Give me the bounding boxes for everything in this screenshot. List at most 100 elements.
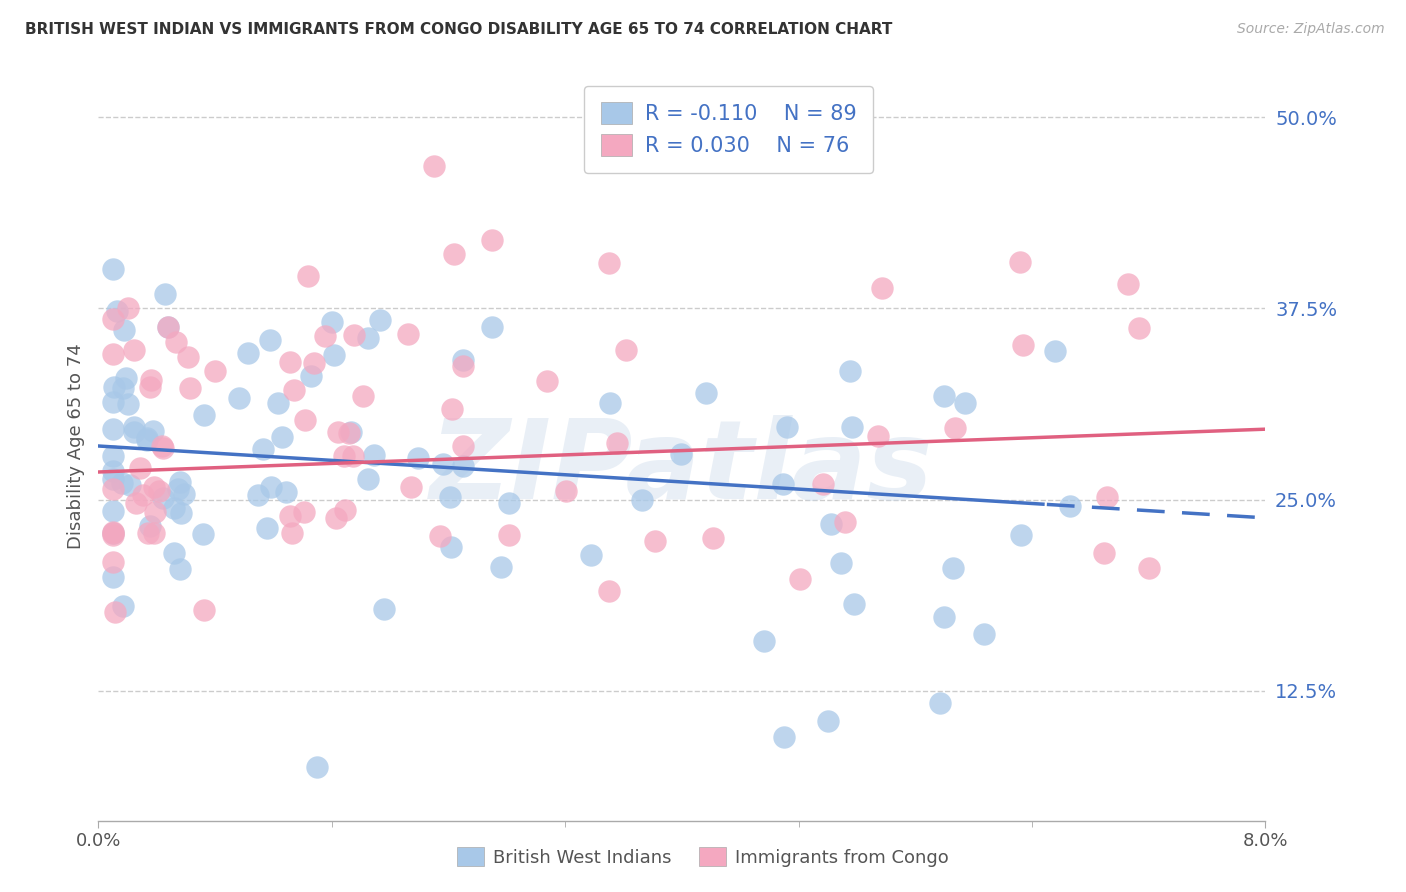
Point <box>1137 561 1160 575</box>
Point <box>439 490 461 504</box>
Point <box>491 559 513 574</box>
Point <box>101 464 124 478</box>
Point <box>101 525 124 540</box>
Point <box>153 287 176 301</box>
Point <box>307 760 329 774</box>
Point <box>124 419 146 434</box>
Point <box>122 425 145 439</box>
Point <box>631 493 654 508</box>
Point <box>103 380 125 394</box>
Point <box>322 348 344 362</box>
Point <box>101 528 124 542</box>
Point <box>111 381 134 395</box>
Point <box>150 439 173 453</box>
Point <box>498 496 520 510</box>
Point <box>101 421 124 435</box>
Point <box>337 425 360 440</box>
Point <box>606 436 628 450</box>
Point <box>101 312 124 326</box>
Point <box>193 603 215 617</box>
Point <box>111 599 134 613</box>
Point <box>321 315 343 329</box>
Point <box>932 389 955 403</box>
Point <box>866 429 889 443</box>
Point <box>498 527 520 541</box>
Point <box>1043 344 1066 359</box>
Point <box>441 402 464 417</box>
Point <box>122 343 145 358</box>
Point <box>328 425 350 440</box>
Point <box>841 420 863 434</box>
Point <box>342 450 364 464</box>
Point <box>246 488 269 502</box>
Point <box>292 504 315 518</box>
Point <box>163 500 186 515</box>
Point <box>177 350 200 364</box>
Point <box>579 549 602 563</box>
Point <box>333 449 356 463</box>
Point <box>101 472 124 486</box>
Text: Source: ZipAtlas.com: Source: ZipAtlas.com <box>1237 22 1385 37</box>
Point <box>167 482 190 496</box>
Text: ZIPatlas: ZIPatlas <box>430 415 934 522</box>
Point <box>423 159 446 173</box>
Text: BRITISH WEST INDIAN VS IMMIGRANTS FROM CONGO DISABILITY AGE 65 TO 74 CORRELATION: BRITISH WEST INDIAN VS IMMIGRANTS FROM C… <box>25 22 893 37</box>
Point <box>163 546 186 560</box>
Point <box>820 516 842 531</box>
Point <box>1092 546 1115 560</box>
Point <box>139 373 162 387</box>
Point <box>267 396 290 410</box>
Point <box>451 459 474 474</box>
Point <box>101 504 124 518</box>
Point <box>156 320 179 334</box>
Point <box>599 395 621 409</box>
Point <box>256 520 278 534</box>
Point <box>138 380 160 394</box>
Point <box>343 327 366 342</box>
Point <box>278 509 301 524</box>
Point <box>117 301 139 316</box>
Point <box>429 529 451 543</box>
Point <box>811 476 834 491</box>
Point <box>101 262 124 277</box>
Point <box>143 505 166 519</box>
Point <box>942 560 965 574</box>
Point <box>101 526 124 541</box>
Point <box>789 572 811 586</box>
Point <box>294 413 316 427</box>
Point <box>440 540 463 554</box>
Point <box>943 421 966 435</box>
Point <box>136 526 159 541</box>
Point <box>1010 528 1032 542</box>
Point <box>432 457 454 471</box>
Point <box>238 345 260 359</box>
Point <box>105 303 128 318</box>
Point <box>368 313 391 327</box>
Point <box>101 450 124 464</box>
Point <box>776 420 799 434</box>
Point <box>280 525 302 540</box>
Point <box>170 506 193 520</box>
Legend: British West Indians, Immigrants from Congo: British West Indians, Immigrants from Co… <box>450 840 956 874</box>
Point <box>118 478 141 492</box>
Point <box>333 502 356 516</box>
Point <box>536 374 558 388</box>
Y-axis label: Disability Age 65 to 74: Disability Age 65 to 74 <box>66 343 84 549</box>
Point <box>1011 337 1033 351</box>
Point <box>953 396 976 410</box>
Point <box>101 394 124 409</box>
Point <box>252 442 274 457</box>
Point <box>1116 277 1139 292</box>
Point <box>357 331 380 345</box>
Point <box>297 269 319 284</box>
Point <box>142 424 165 438</box>
Point <box>101 347 124 361</box>
Point <box>314 329 336 343</box>
Point <box>1010 255 1032 269</box>
Point <box>363 448 385 462</box>
Point <box>357 472 380 486</box>
Point <box>598 583 620 598</box>
Point <box>830 557 852 571</box>
Point <box>152 441 174 455</box>
Point <box>872 281 894 295</box>
